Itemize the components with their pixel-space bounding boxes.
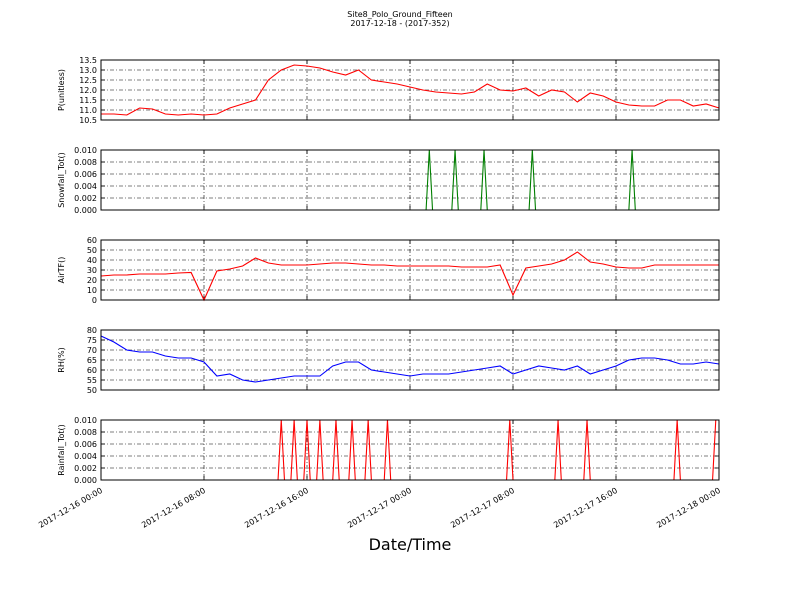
y-tick-label: 11.0 [79,106,97,115]
y-tick-label: 55 [87,376,97,385]
y-tick-label: 0.010 [74,146,97,155]
y-tick-label: 80 [87,326,97,335]
y-tick-label: 10.5 [79,116,97,125]
y-tick-label: 0.004 [74,182,97,191]
plot-frame [100,329,720,391]
plot-frame [100,239,720,301]
plot-frame [100,149,720,211]
chart-title: Site8_Polo_Ground_Fifteen [347,10,452,19]
y-tick-label: 75 [87,336,97,345]
y-tick-label: 60 [87,236,97,245]
y-tick-label: 0.006 [74,170,97,179]
y-tick-label: 40 [87,256,97,265]
y-axis-label: AirTF() [57,257,66,284]
y-tick-label: 12.0 [79,86,97,95]
y-tick-label: 70 [87,346,97,355]
y-tick-label: 12.5 [79,76,97,85]
y-tick-label: 20 [87,276,97,285]
y-tick-label: 60 [87,366,97,375]
y-tick-label: 0.002 [74,194,97,203]
y-tick-label: 0.006 [74,440,97,449]
y-tick-label: 0.000 [74,206,97,215]
y-tick-label: 13.0 [79,66,97,75]
y-tick-label: 65 [87,356,97,365]
chart-subtitle: 2017-12-18 - (2017-352) [350,19,449,28]
y-tick-label: 13.5 [79,56,97,65]
plot-frame [100,59,720,121]
y-tick-label: 0 [92,296,97,305]
y-axis-label: Snowfall_Tot() [57,152,66,208]
y-axis-label: P(unitless) [57,69,66,111]
y-tick-label: 11.5 [79,96,97,105]
y-tick-label: 30 [87,266,97,275]
y-tick-label: 10 [87,286,97,295]
y-tick-label: 0.010 [74,416,97,425]
y-axis-label: RH(%) [57,347,66,372]
plot-frame [100,419,720,481]
x-axis-label: Date/Time [369,535,452,554]
y-tick-label: 0.008 [74,428,97,437]
y-tick-label: 0.008 [74,158,97,167]
y-tick-label: 50 [87,246,97,255]
data-line [101,64,720,116]
y-tick-label: 0.004 [74,452,97,461]
data-line [100,335,720,383]
y-tick-label: 50 [87,386,97,395]
y-tick-label: 0.000 [74,476,97,485]
y-tick-label: 0.002 [74,464,97,473]
y-axis-label: Rainfall_Tot() [57,424,66,476]
